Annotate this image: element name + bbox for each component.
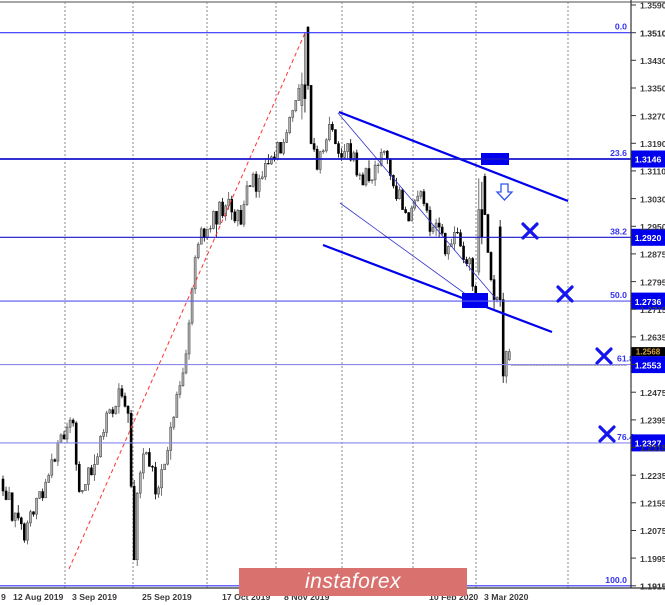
svg-text:25 Sep 2019: 25 Sep 2019 <box>142 592 192 602</box>
svg-text:1.3350: 1.3350 <box>640 84 665 94</box>
svg-text:1.2920: 1.2920 <box>635 233 662 243</box>
svg-text:12 Aug 2019: 12 Aug 2019 <box>13 592 64 602</box>
svg-text:1.2475: 1.2475 <box>640 388 665 398</box>
svg-text:0.0: 0.0 <box>615 22 627 32</box>
svg-text:1.2395: 1.2395 <box>640 416 665 426</box>
svg-text:1.1915: 1.1915 <box>640 582 665 592</box>
svg-text:1.2715: 1.2715 <box>640 305 665 315</box>
svg-text:1.3146: 1.3146 <box>635 155 662 165</box>
svg-text:1.2553: 1.2553 <box>635 360 662 370</box>
svg-text:100.0: 100.0 <box>605 575 627 585</box>
svg-text:1.2075: 1.2075 <box>640 526 665 536</box>
svg-text:1.2635: 1.2635 <box>640 333 665 343</box>
svg-text:1.3430: 1.3430 <box>640 56 665 66</box>
svg-text:1.3590: 1.3590 <box>640 1 665 11</box>
svg-text:1.3190: 1.3190 <box>640 139 665 149</box>
svg-text:50.0: 50.0 <box>610 290 627 300</box>
svg-text:1.2950: 1.2950 <box>640 222 665 232</box>
svg-text:1.3510: 1.3510 <box>640 28 665 38</box>
svg-text:1.2155: 1.2155 <box>640 499 665 509</box>
svg-text:3 Sep 2019: 3 Sep 2019 <box>72 592 117 602</box>
svg-text:3 Mar 2020: 3 Mar 2020 <box>484 592 529 602</box>
svg-text:1.2568: 1.2568 <box>636 347 661 356</box>
svg-text:1.3030: 1.3030 <box>640 194 665 204</box>
svg-text:23.6: 23.6 <box>610 148 627 158</box>
svg-text:9: 9 <box>1 592 6 602</box>
svg-text:1.2315: 1.2315 <box>640 443 665 453</box>
svg-text:1.3110: 1.3110 <box>640 167 665 177</box>
svg-text:1.2875: 1.2875 <box>640 250 665 260</box>
svg-text:1.2795: 1.2795 <box>640 277 665 287</box>
svg-text:1.1995: 1.1995 <box>640 554 665 564</box>
svg-text:1.3270: 1.3270 <box>640 111 665 121</box>
svg-text:38.2: 38.2 <box>610 226 627 236</box>
svg-text:1.2235: 1.2235 <box>640 471 665 481</box>
